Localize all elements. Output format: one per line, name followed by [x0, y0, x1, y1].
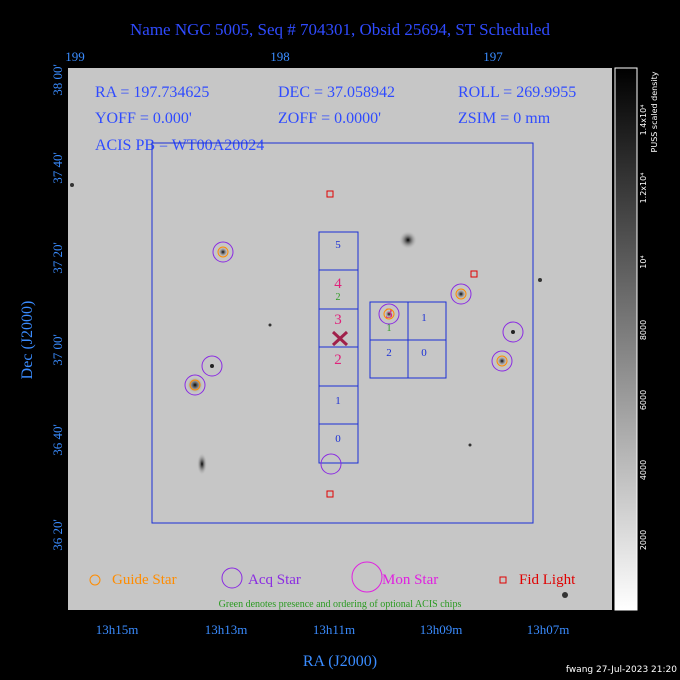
legend-text: Fid Light [519, 572, 576, 588]
tick-label: 13h09m [420, 622, 463, 637]
chip-label: 1 [335, 395, 341, 407]
info-text: YOFF = 0.000' [95, 110, 192, 127]
info-text: ZSIM = 0 mm [458, 110, 551, 127]
tick-label: 36 20' [50, 519, 65, 551]
tick-label: 13h07m [527, 622, 570, 637]
chip-label: 5 [335, 239, 341, 251]
legend: Guide Star Acq Star Mon Star Fid Light G… [89, 561, 576, 610]
star-markers [184, 190, 524, 498]
tick-label: 37 20' [50, 242, 65, 274]
chip-label: 4 [334, 276, 342, 292]
tick-label: 198 [270, 49, 290, 64]
chip-label: 1 [387, 323, 392, 334]
legend-text: Acq Star [248, 572, 301, 588]
tick-label: 13h15m [96, 622, 139, 637]
x-label: RA (J2000) [303, 653, 377, 670]
y-label: Dec (J2000) [19, 301, 36, 380]
aimpoint [331, 330, 349, 347]
colorbar-label: 4000 [639, 460, 648, 480]
info: RA = 197.734625 DEC = 37.058942 ROLL = 2… [95, 84, 576, 154]
info-text: DEC = 37.058942 [278, 84, 395, 101]
chip-label: 1 [421, 312, 427, 324]
top-ticks: 199 198 197 [65, 49, 503, 64]
chip-label: 0 [335, 433, 341, 445]
colorbar-label: 10⁴ [639, 255, 648, 268]
footer: fwang 27-Jul-2023 21:20 [566, 665, 677, 675]
title: Name NGC 5005, Seq # 704301, Obsid 25694… [130, 20, 550, 39]
tick-label: 13h11m [313, 622, 355, 637]
stars [70, 183, 568, 598]
chip-label: 2 [336, 292, 341, 303]
info-text: ROLL = 269.9955 [458, 84, 576, 101]
fov [151, 142, 534, 524]
colorbar-label: 6000 [639, 390, 648, 410]
tick-label: 197 [483, 49, 503, 64]
tick-label: 199 [65, 49, 85, 64]
colorbar-label: 8000 [639, 320, 648, 340]
chip-label: 3 [385, 306, 393, 322]
colorbar-title: PUSS scaled density [650, 71, 659, 152]
colorbar [614, 67, 638, 611]
colorbar-label: 2000 [639, 530, 648, 550]
info-text: ZOFF = 0.0000' [278, 110, 381, 127]
legend-text: Mon Star [382, 572, 438, 588]
chip-label: 2 [386, 347, 392, 359]
legend-text: Guide Star [112, 572, 177, 588]
colorbar-label: 1.4x10⁴ [639, 105, 648, 136]
tick-label: 36 40' [50, 424, 65, 456]
left-ticks: 38 00' 37 40' 37 20' 37 00' 36 40' 36 20… [50, 64, 65, 551]
info-text: RA = 197.734625 [95, 84, 209, 101]
legend-note: Green denotes presence and ordering of o… [219, 599, 462, 610]
chip-label: 2 [334, 352, 342, 368]
colorbar-label: 1.2x10⁴ [639, 173, 648, 204]
bottom-ticks: 13h15m 13h13m 13h11m 13h09m 13h07m [96, 622, 570, 637]
tick-label: 38 00' [50, 64, 65, 96]
chip-label: 0 [421, 347, 427, 359]
tick-label: 13h13m [205, 622, 248, 637]
colorbar-labels: PUSS scaled density 1.4x10⁴ 1.2x10⁴ 10⁴ … [639, 71, 659, 550]
tick-label: 37 40' [50, 152, 65, 184]
tick-label: 37 00' [50, 334, 65, 366]
chip-labels: 5 4 2 3 2 1 0 3 1 1 2 0 [334, 239, 427, 445]
chip-label: 3 [334, 312, 342, 328]
info-text: ACIS PB = WT00A20024 [95, 137, 264, 154]
